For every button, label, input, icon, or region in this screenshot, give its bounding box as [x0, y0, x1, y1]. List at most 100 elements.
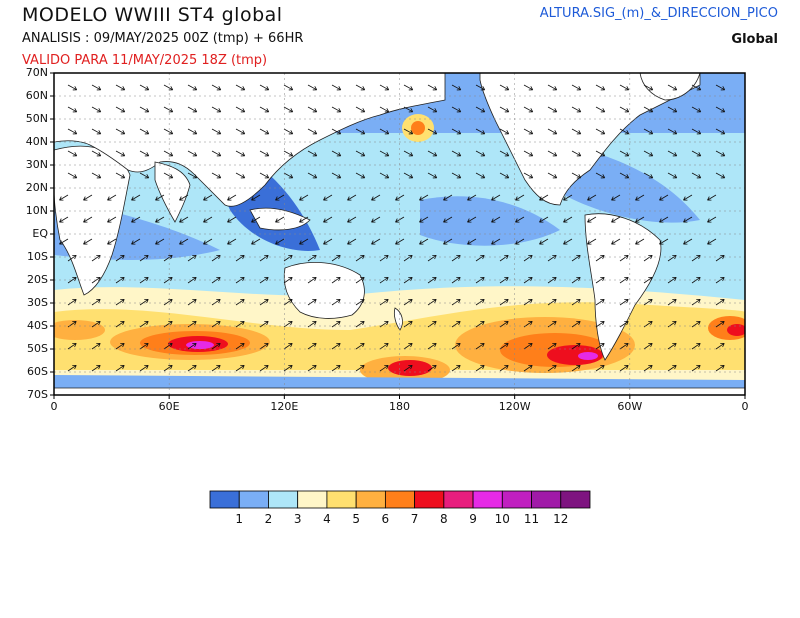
direction-arrow	[131, 194, 141, 201]
direction-arrow	[595, 84, 606, 91]
direction-arrow	[139, 320, 149, 328]
direction-arrow	[547, 298, 557, 306]
direction-arrow	[523, 172, 534, 179]
direction-arrow	[307, 84, 318, 91]
direction-arrow	[595, 150, 606, 157]
lat-label: 20N	[25, 181, 48, 194]
direction-arrow	[571, 106, 582, 113]
direction-arrow	[619, 364, 629, 372]
colorbar-label: 6	[381, 512, 390, 526]
direction-arrow	[499, 298, 509, 306]
direction-arrow	[403, 150, 414, 157]
direction-arrow	[331, 298, 341, 306]
direction-arrow	[451, 342, 461, 350]
land-masses	[54, 73, 745, 395]
direction-arrow	[475, 342, 485, 350]
direction-arrow	[235, 84, 246, 91]
lon-label: 0	[741, 400, 749, 413]
direction-arrow	[499, 320, 509, 328]
direction-arrow	[283, 106, 294, 113]
lat-label: 40N	[25, 135, 48, 148]
direction-arrow	[211, 172, 222, 179]
direction-arrow	[707, 238, 717, 245]
direction-arrow	[499, 84, 510, 91]
direction-arrow	[283, 150, 294, 157]
direction-arrow	[643, 172, 654, 179]
direction-arrow	[707, 216, 717, 223]
colorbar-swatch	[443, 490, 474, 509]
direction-arrow	[475, 106, 486, 113]
direction-arrow	[259, 254, 269, 262]
direction-arrow	[355, 298, 365, 306]
direction-arrow	[307, 342, 317, 350]
direction-arrow	[107, 238, 117, 245]
direction-arrow	[563, 194, 573, 201]
direction-arrow	[683, 216, 693, 223]
direction-arrow	[427, 342, 437, 350]
direction-arrow	[395, 194, 405, 201]
direction-arrow	[227, 216, 237, 223]
direction-arrow	[571, 342, 581, 350]
direction-arrow	[91, 128, 102, 135]
direction-arrow	[547, 84, 558, 91]
colorbar-swatch	[209, 490, 240, 509]
direction-arrow	[619, 342, 629, 350]
indian-storm-core	[186, 341, 214, 349]
direction-arrow	[547, 150, 558, 157]
map-title: MODELO WWIII ST4 global	[22, 4, 283, 26]
direction-arrow	[595, 172, 606, 179]
direction-arrow	[667, 172, 678, 179]
direction-arrow	[91, 320, 101, 328]
direction-arrow	[491, 216, 501, 223]
direction-arrow	[203, 194, 213, 201]
direction-arrow	[547, 128, 558, 135]
direction-arrow	[619, 128, 630, 135]
direction-arrow	[547, 342, 557, 350]
direction-arrow	[379, 106, 390, 113]
direction-arrow	[235, 106, 246, 113]
direction-arrow	[187, 298, 197, 306]
direction-arrow	[139, 106, 150, 113]
direction-arrow	[107, 216, 117, 223]
direction-arrow	[499, 342, 509, 350]
direction-arrow	[131, 216, 141, 223]
colorbar-swatch	[414, 490, 445, 509]
direction-arrow	[667, 128, 678, 135]
direction-arrow	[523, 298, 533, 306]
colorbar-label: 7	[410, 512, 419, 526]
direction-arrow	[427, 84, 438, 91]
direction-arrow	[115, 364, 125, 372]
india-land	[154, 161, 191, 223]
direction-arrow	[571, 172, 582, 179]
direction-arrow	[667, 298, 677, 306]
direction-arrow	[643, 84, 654, 91]
direction-arrow	[419, 194, 429, 201]
direction-arrow	[307, 298, 317, 306]
direction-arrow	[299, 216, 309, 223]
direction-arrow	[251, 216, 261, 223]
direction-arrow	[427, 150, 438, 157]
direction-arrow	[643, 342, 653, 350]
colorbar-swatch	[531, 490, 562, 509]
direction-arrow	[611, 216, 621, 223]
direction-arrow	[235, 364, 245, 372]
direction-arrow	[451, 364, 461, 372]
direction-arrow	[259, 320, 269, 328]
direction-arrow	[59, 194, 69, 201]
direction-arrow	[467, 216, 477, 223]
direction-arrow	[115, 128, 126, 135]
direction-arrow	[691, 320, 701, 328]
lat-label: 10N	[25, 204, 48, 217]
direction-arrow	[491, 194, 501, 201]
direction-arrow	[115, 150, 126, 157]
direction-arrow	[347, 238, 357, 245]
direction-arrow	[451, 172, 462, 179]
colorbar-swatch	[560, 490, 591, 509]
region-label: Global	[731, 32, 778, 47]
direction-arrow	[595, 342, 605, 350]
direction-arrow	[187, 106, 198, 113]
direction-arrow	[691, 150, 702, 157]
direction-arrow	[427, 364, 437, 372]
direction-arrow	[91, 342, 101, 350]
